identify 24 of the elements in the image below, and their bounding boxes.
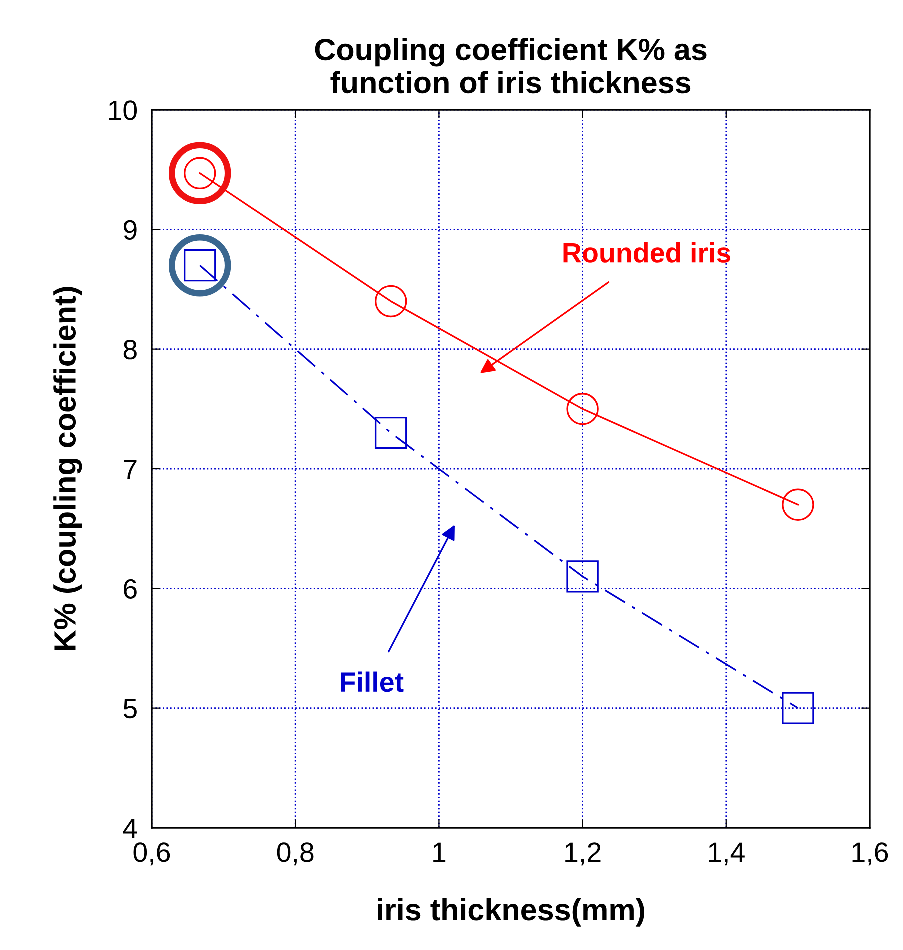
y-tick-label: 9 (124, 220, 137, 240)
point (782, 488, 814, 522)
point (374, 285, 408, 318)
text: Rounded iris (564, 242, 731, 263)
y-tick-label: 7 (124, 460, 137, 480)
point (782, 692, 814, 724)
x-tick-label: 1,2 (566, 842, 601, 866)
x-tick-label: 1 (434, 842, 446, 862)
y-tick-label: 5 (124, 699, 137, 719)
y-axis-title: K% (coupling coefficient) (54, 287, 82, 650)
point (566, 560, 599, 593)
text: Fillet (341, 672, 404, 692)
x-axis-title: iris thickness(mm) (378, 898, 644, 927)
y-tick-label: 10 (109, 100, 138, 120)
chart-title: Coupling coefficient K% as function of iris thickness (315, 38, 707, 94)
x-tick-label: 1,4 (709, 842, 745, 866)
y-tick-label: 4 (123, 818, 138, 838)
point (374, 416, 408, 450)
x-tick-label: 0,6 (134, 842, 170, 866)
y-tick-label: 6 (124, 579, 137, 600)
x-tick-label: 0,8 (277, 842, 314, 866)
y-tick-label: 8 (124, 340, 137, 360)
point (566, 393, 599, 426)
x-tick-label: 1,6 (852, 842, 888, 866)
